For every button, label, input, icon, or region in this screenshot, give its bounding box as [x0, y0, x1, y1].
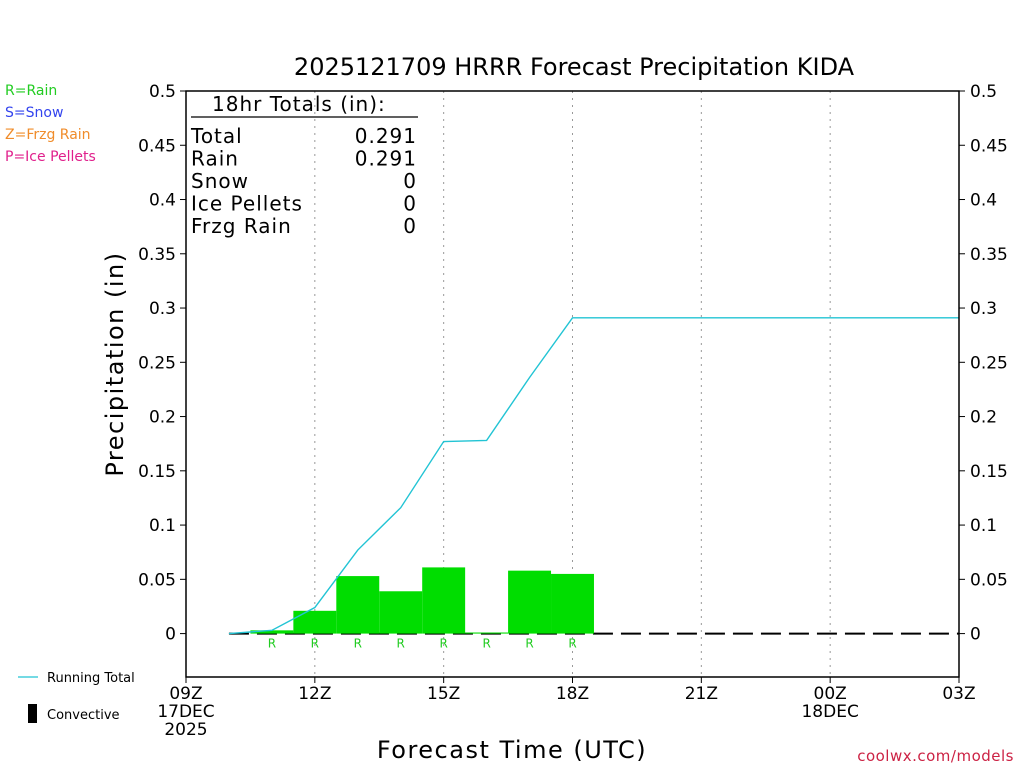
precip-bar	[422, 567, 466, 634]
y-tick-label-right: 0.05	[970, 570, 1008, 590]
ptype-letter: R	[397, 637, 405, 651]
y-tick-label-right: 0.3	[970, 299, 997, 319]
ptype-letter: R	[568, 637, 576, 651]
y-tick-label-right: 0.5	[970, 82, 997, 102]
ptype-legend-snow: S=Snow	[5, 105, 64, 121]
y-tick-label-left: 0.4	[149, 191, 176, 211]
y-axis-title: Precipitation (in)	[101, 251, 129, 476]
ptype-letter: R	[311, 637, 319, 651]
y-tick-label-right: 0.2	[970, 408, 997, 428]
ptype-letter: R	[482, 637, 490, 651]
precip-bar	[250, 630, 294, 634]
x-tick-label: 09Z	[169, 684, 202, 704]
ptype-legend-rain: R=Rain	[5, 83, 58, 99]
totals-row-value: 0.291	[355, 147, 417, 171]
plot-frame	[185, 90, 960, 678]
ptype-letter: R	[268, 637, 276, 651]
y-tick-label-left: 0.3	[149, 299, 176, 319]
ptype-letter: R	[525, 637, 533, 651]
totals-row-label: Total	[190, 124, 243, 148]
ptype-legend-ice-pellets: P=Ice Pellets	[5, 149, 96, 165]
y-tick-label-left: 0.05	[138, 570, 176, 590]
y-tick-label-left: 0.5	[149, 82, 176, 102]
credit-text: coolwx.com/models	[857, 747, 1014, 765]
precip-bar	[551, 573, 594, 634]
series-legend: Running Total Convective	[18, 671, 135, 723]
x-tick-label: 18DEC	[801, 702, 858, 722]
precip-bar	[293, 610, 337, 634]
y-tick-label-right: 0.25	[970, 353, 1008, 373]
totals-row-label: Rain	[191, 147, 239, 171]
ptype-legend: R=Rain S=Snow Z=Frzg Rain P=Ice Pellets	[5, 80, 96, 168]
x-tick-label: 00Z	[814, 684, 847, 704]
convective-legend-swatch	[28, 704, 37, 723]
y-tick-label-left: 0.15	[138, 462, 176, 482]
y-tick-label-right: 0.4	[970, 191, 997, 211]
precip-bar	[336, 576, 380, 634]
running-total-layer	[228, 317, 959, 635]
x-tick-label: 12Z	[298, 684, 331, 704]
x-tick-label: 15Z	[427, 684, 460, 704]
totals-row-value: 0.291	[355, 124, 417, 148]
x-tick-label: 2025	[164, 720, 207, 740]
y-tick-label-right: 0.35	[970, 245, 1008, 265]
running-total-line	[228, 317, 959, 635]
x-tick-label: 21Z	[685, 684, 718, 704]
y-tick-label-left: 0.45	[138, 136, 176, 156]
x-axis-title: Forecast Time (UTC)	[377, 736, 647, 764]
totals-row-value: 0	[403, 192, 417, 216]
totals-row-label: Frzg Rain	[191, 214, 292, 238]
totals-row-label: Ice Pellets	[191, 192, 303, 216]
totals-row-label: Snow	[191, 169, 249, 193]
y-tick-label-left: 0	[165, 625, 176, 645]
convective-legend-label: Convective	[47, 708, 120, 723]
y-tick-label-right: 0.15	[970, 462, 1008, 482]
x-tick-label: 17DEC	[157, 702, 214, 722]
totals-row-value: 0	[403, 169, 417, 193]
totals-box: 18hr Totals (in): Total 0.291 Rain 0.291 Sno…	[190, 92, 418, 238]
ptype-letter: R	[354, 637, 362, 651]
axis-layer: 0 00.05 0.050.1 0.10.15 0.150.2 0.20.25 0.250.…	[138, 82, 1008, 740]
chart-title: 2025121709 HRRR Forecast Precipitation K…	[294, 53, 855, 81]
y-tick-label-left: 0.25	[138, 353, 176, 373]
y-tick-label-right: 0.1	[970, 516, 997, 536]
precip-bar	[465, 632, 509, 634]
y-tick-label-left: 0.35	[138, 245, 176, 265]
running-total-legend-label: Running Total	[47, 671, 135, 686]
y-tick-label-left: 0.1	[149, 516, 176, 536]
x-tick-label: 18Z	[556, 684, 589, 704]
ptype-letter: R	[439, 637, 447, 651]
y-tick-label-left: 0.2	[149, 408, 176, 428]
x-tick-label: 03Z	[942, 684, 975, 704]
y-tick-label-right: 0	[970, 625, 981, 645]
totals-header: 18hr Totals (in):	[212, 92, 386, 116]
ptype-legend-frzg-rain: Z=Frzg Rain	[5, 127, 91, 143]
y-tick-label-right: 0.45	[970, 136, 1008, 156]
precip-bar	[379, 591, 423, 634]
precip-bar	[508, 570, 552, 634]
totals-row-value: 0	[403, 214, 417, 238]
